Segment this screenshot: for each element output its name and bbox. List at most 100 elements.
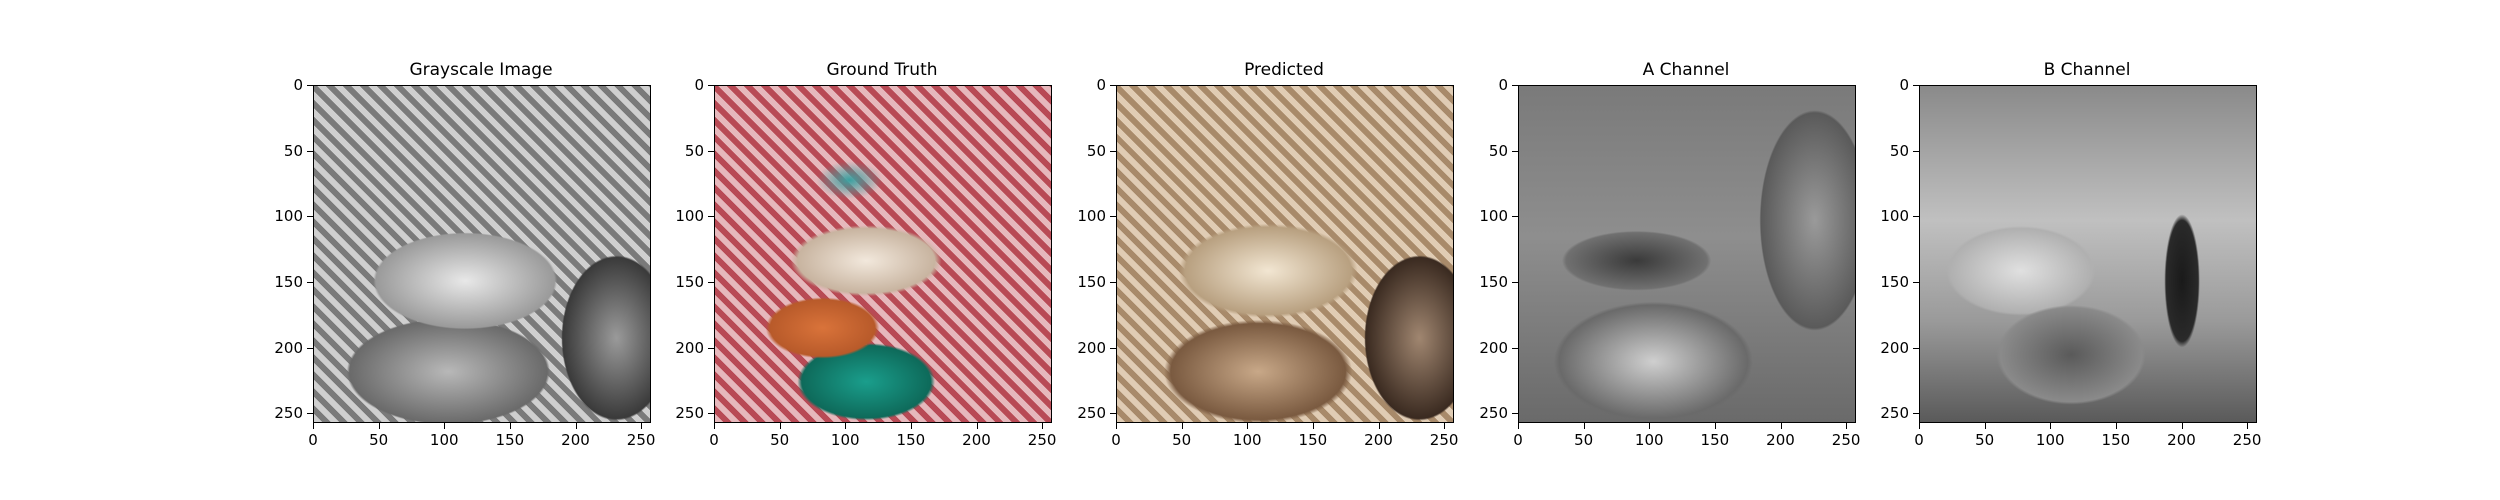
y-tick-label: 0 [1498,76,1508,94]
y-tick [1913,413,1919,415]
x-tick-label: 0 [1914,431,1924,449]
y-tick-label: 0 [694,76,704,94]
panel-ground-truth: Ground Truth 0 50 100 150 200 250 0 50 100 150 200 2… [654,0,1114,500]
image-ground-truth [714,85,1052,423]
x-tick [2181,423,2183,429]
panel-title: Ground Truth [826,60,938,80]
y-tick-label: 250 [1077,404,1106,423]
y-tick-label: 100 [1479,207,1508,226]
y-tick [1913,281,1919,284]
x-tick [1649,423,1651,429]
x-tick [378,423,380,429]
x-tick [1984,423,1986,429]
x-tick-label: 150 [1298,431,1328,449]
y-tick [307,150,313,152]
y-tick [1512,216,1518,218]
panel-grayscale: Grayscale Image 0 50 100 150 200 250 0 50 100 150 2… [253,0,713,500]
x-tick-label: 150 [495,431,525,449]
y-tick [1110,85,1116,87]
y-tick-label: 50 [684,141,704,160]
y-tick-label: 150 [675,272,704,291]
image-predicted [1116,85,1454,423]
x-tick-label: 200 [1766,431,1795,449]
x-tick [509,423,512,429]
x-tick [1780,423,1782,429]
y-tick [1512,347,1518,349]
x-tick-label: 250 [626,431,656,449]
x-tick [1444,423,1446,429]
x-tick [2115,423,2118,429]
x-tick [1714,423,1717,429]
panel-a-channel: A Channel 0 50 100 150 200 250 0 50 100 150 200 250 [1458,0,1918,500]
y-tick-label: 200 [274,338,303,357]
y-tick-label: 100 [1077,207,1106,226]
panel-predicted: Predicted 0 50 100 150 200 250 0 50 100 150 200 250 [1056,0,1516,500]
y-tick-label: 250 [274,404,303,423]
y-tick [1110,413,1116,415]
y-tick [708,150,714,152]
x-tick-label: 200 [561,431,590,449]
x-tick-label: 200 [1364,431,1393,449]
x-tick-label: 100 [830,431,860,449]
y-tick-label: 0 [293,76,303,94]
y-tick-label: 100 [675,207,704,226]
y-tick [708,347,714,349]
x-tick-label: 0 [1111,431,1121,449]
x-tick [1583,423,1585,429]
y-tick-label: 200 [1479,338,1508,357]
y-tick [1512,281,1518,284]
x-tick [1846,423,1848,429]
y-tick-label: 50 [1488,141,1508,160]
y-tick [1110,150,1116,152]
x-tick-label: 50 [770,431,790,449]
x-tick-label: 100 [2035,431,2065,449]
x-tick-label: 0 [709,431,719,449]
image-content [1519,86,1855,422]
x-tick [641,423,643,429]
y-tick-label: 150 [1077,272,1106,291]
x-tick-label: 100 [1232,431,1262,449]
x-tick [575,423,577,429]
y-tick [1913,85,1919,87]
x-tick-label: 100 [1634,431,1664,449]
panel-b-channel: B Channel 0 50 100 150 200 250 0 50 100 150 200 250 [1859,0,2319,500]
x-tick [1247,423,1249,429]
y-tick [708,413,714,415]
y-tick [307,347,313,349]
panel-title: A Channel [1642,60,1730,80]
x-tick [779,423,781,429]
y-tick [1110,281,1116,284]
y-tick-label: 50 [1889,141,1909,160]
y-tick [708,85,714,87]
x-tick [1042,423,1044,429]
image-b-channel [1919,85,2257,423]
x-tick-label: 50 [1574,431,1594,449]
y-tick [708,216,714,218]
y-tick-label: 150 [1479,272,1508,291]
x-tick [1312,423,1315,429]
y-tick [1512,413,1518,415]
y-tick [1913,216,1919,218]
y-tick [307,413,313,415]
x-tick-label: 0 [1513,431,1523,449]
y-tick [1110,216,1116,218]
y-tick-label: 250 [1880,404,1909,423]
panel-title: B Channel [2043,60,2131,80]
x-tick-label: 50 [1172,431,1192,449]
y-tick-label: 150 [274,272,303,291]
x-tick [1919,423,1921,429]
y-tick [1512,150,1518,152]
y-tick-label: 200 [675,338,704,357]
x-tick [444,423,446,429]
y-tick [307,216,313,218]
x-tick-label: 150 [896,431,926,449]
x-tick [313,423,315,429]
x-tick-label: 250 [1831,431,1861,449]
x-tick-label: 200 [2167,431,2196,449]
x-tick [714,423,716,429]
x-tick-label: 150 [1700,431,1730,449]
x-tick [845,423,847,429]
y-tick-label: 250 [1479,404,1508,423]
y-tick [708,281,714,284]
